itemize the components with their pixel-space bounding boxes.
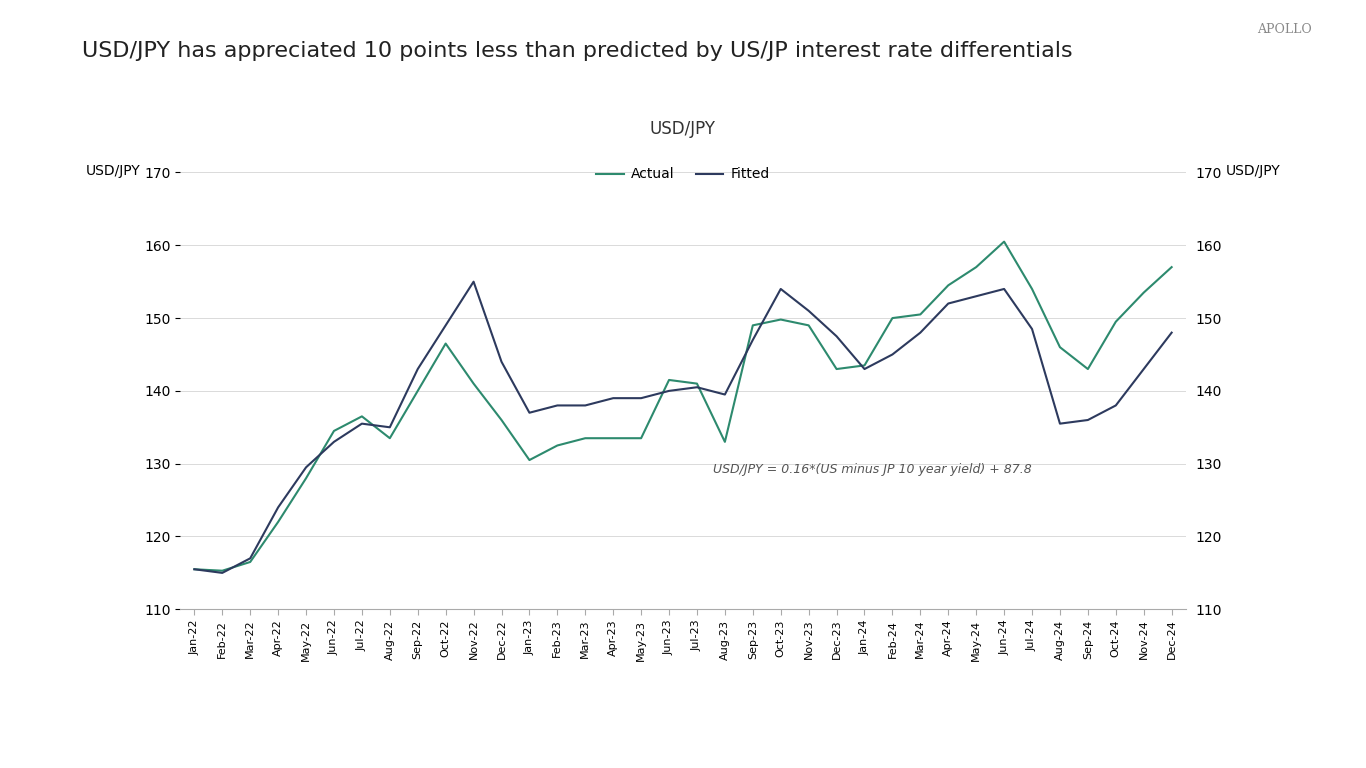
Fitted bbox=[717, 390, 734, 399]
Actual bbox=[996, 237, 1012, 247]
Actual bbox=[242, 558, 258, 567]
Actual bbox=[717, 437, 734, 446]
Fitted bbox=[576, 401, 593, 410]
Fitted bbox=[466, 277, 482, 286]
Fitted bbox=[242, 554, 258, 563]
Fitted bbox=[1135, 365, 1152, 374]
Actual bbox=[773, 315, 790, 324]
Actual bbox=[800, 321, 817, 330]
Line: Actual: Actual bbox=[194, 242, 1172, 571]
Actual bbox=[325, 426, 342, 435]
Actual bbox=[828, 365, 844, 374]
Fitted bbox=[996, 284, 1012, 293]
Fitted bbox=[884, 350, 900, 359]
Fitted bbox=[325, 437, 342, 446]
Fitted bbox=[214, 568, 231, 578]
Actual bbox=[354, 412, 370, 421]
Fitted bbox=[773, 284, 790, 293]
Fitted bbox=[1079, 415, 1096, 425]
Actual bbox=[884, 313, 900, 323]
Fitted bbox=[493, 357, 510, 366]
Actual bbox=[940, 281, 956, 290]
Fitted bbox=[856, 365, 873, 374]
Fitted bbox=[298, 463, 314, 472]
Actual bbox=[493, 415, 510, 425]
Actual bbox=[968, 263, 985, 272]
Actual bbox=[298, 474, 314, 483]
Actual bbox=[270, 518, 287, 527]
Y-axis label: USD/JPY: USD/JPY bbox=[86, 164, 141, 177]
Actual bbox=[522, 455, 538, 465]
Fitted bbox=[828, 332, 844, 341]
Actual bbox=[1024, 284, 1041, 293]
Fitted bbox=[968, 292, 985, 301]
Fitted bbox=[688, 382, 705, 392]
Fitted bbox=[632, 393, 649, 402]
Actual bbox=[856, 361, 873, 370]
Actual bbox=[912, 310, 929, 319]
Text: USD/JPY: USD/JPY bbox=[650, 120, 716, 137]
Fitted bbox=[270, 503, 287, 512]
Fitted bbox=[1108, 401, 1124, 410]
Actual bbox=[437, 339, 454, 348]
Actual bbox=[466, 379, 482, 388]
Actual bbox=[1164, 263, 1180, 272]
Text: USD/JPY has appreciated 10 points less than predicted by US/JP interest rate dif: USD/JPY has appreciated 10 points less t… bbox=[82, 41, 1072, 61]
Fitted bbox=[940, 299, 956, 308]
Actual bbox=[1079, 365, 1096, 374]
Text: USD/JPY = 0.16*(US minus JP 10 year yield) + 87.8: USD/JPY = 0.16*(US minus JP 10 year yiel… bbox=[713, 463, 1031, 476]
Actual bbox=[410, 386, 426, 396]
Fitted bbox=[1052, 419, 1068, 429]
Text: APOLLO: APOLLO bbox=[1257, 23, 1311, 36]
Legend: Actual, Fitted: Actual, Fitted bbox=[591, 162, 775, 187]
Fitted bbox=[661, 386, 678, 396]
Fitted bbox=[437, 321, 454, 330]
Fitted bbox=[744, 336, 761, 345]
Y-axis label: USD/JPY: USD/JPY bbox=[1225, 164, 1280, 177]
Line: Fitted: Fitted bbox=[194, 282, 1172, 573]
Actual bbox=[1135, 288, 1152, 297]
Actual bbox=[744, 321, 761, 330]
Fitted bbox=[381, 422, 398, 432]
Fitted bbox=[549, 401, 566, 410]
Fitted bbox=[354, 419, 370, 429]
Actual bbox=[1052, 343, 1068, 352]
Actual bbox=[688, 379, 705, 388]
Fitted bbox=[1164, 328, 1180, 337]
Fitted bbox=[800, 306, 817, 316]
Fitted bbox=[1024, 324, 1041, 333]
Fitted bbox=[186, 564, 202, 574]
Actual bbox=[576, 434, 593, 443]
Actual bbox=[605, 434, 622, 443]
Fitted bbox=[605, 393, 622, 402]
Actual bbox=[632, 434, 649, 443]
Fitted bbox=[912, 328, 929, 337]
Actual bbox=[381, 434, 398, 443]
Actual bbox=[549, 441, 566, 450]
Actual bbox=[186, 564, 202, 574]
Actual bbox=[1108, 317, 1124, 326]
Fitted bbox=[410, 365, 426, 374]
Actual bbox=[661, 376, 678, 385]
Fitted bbox=[522, 408, 538, 417]
Actual bbox=[214, 566, 231, 575]
